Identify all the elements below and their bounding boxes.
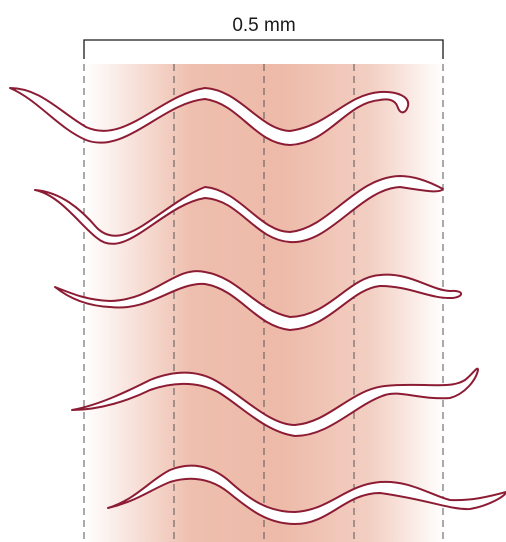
guide-lines	[83, 64, 444, 542]
scale-bar: 0.5 mm	[83, 15, 444, 59]
worm-4	[71, 367, 479, 437]
worm-2	[34, 175, 444, 245]
worm-1	[9, 87, 410, 146]
scale-label: 0.5 mm	[232, 15, 295, 36]
worm-3	[54, 270, 463, 331]
